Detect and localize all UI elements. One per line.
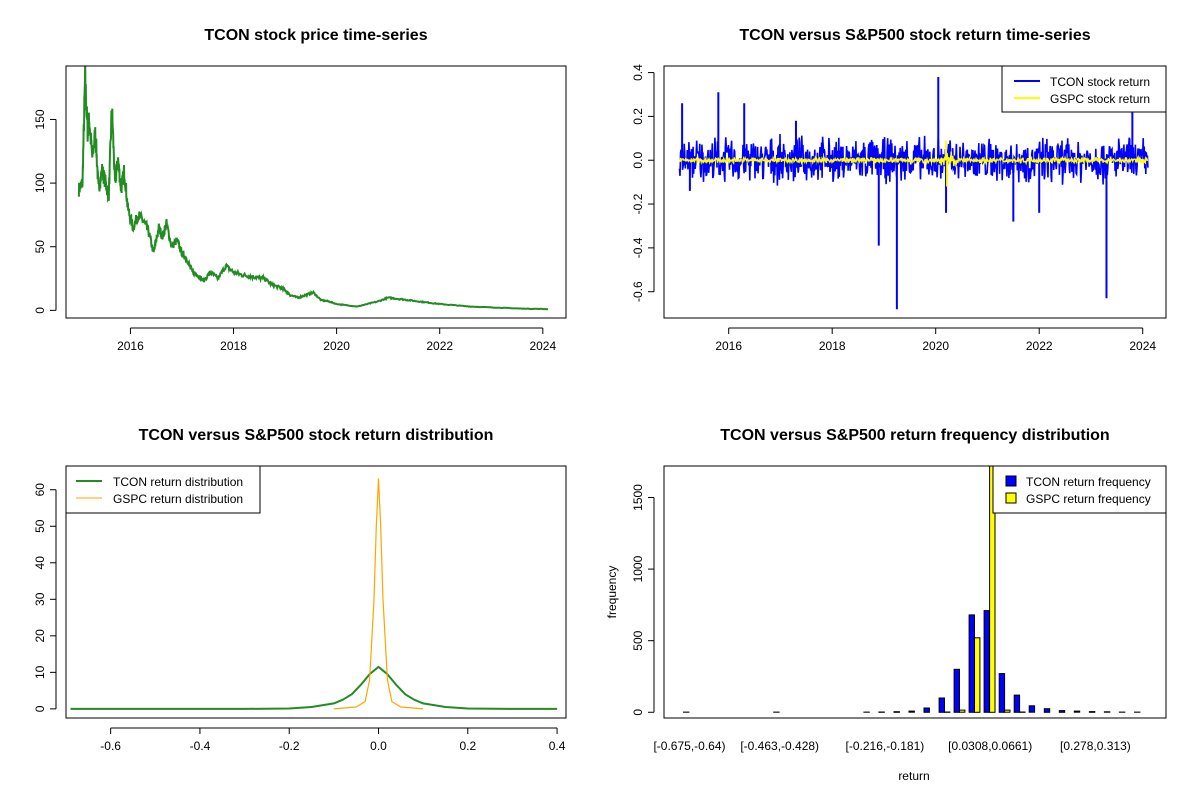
series-line (79, 66, 548, 309)
legend-label: GSPC return frequency (1026, 492, 1151, 506)
x-tick-label: [-0.675,-0.64) (653, 739, 725, 753)
x-tick-label: 2024 (1129, 339, 1156, 353)
y-tick-label: 0 (631, 709, 645, 716)
legend-label: TCON return distribution (113, 475, 243, 489)
histogram-bar (894, 712, 899, 713)
y-tick-label: 40 (33, 556, 47, 570)
histogram-bar (984, 611, 989, 713)
histogram-bar (909, 711, 914, 712)
x-tick-label: [-0.463,-0.428) (740, 739, 819, 753)
histogram-bar (1005, 710, 1010, 712)
x-tick-label: 0.4 (549, 739, 566, 753)
chart-title: TCON stock price time-series (204, 27, 427, 44)
y-tick-label: 20 (33, 629, 47, 643)
x-tick-label: 2022 (1026, 339, 1053, 353)
histogram-bar (939, 698, 944, 712)
x-tick-label: [-0.216,-0.181) (846, 739, 925, 753)
x-tick-label: -0.2 (279, 739, 300, 753)
y-tick-label: 1500 (631, 484, 645, 511)
histogram-bar (1089, 712, 1094, 713)
x-tick-label: 2024 (529, 339, 556, 353)
y-tick-label: 0.2 (631, 108, 645, 125)
y-tick-label: 1000 (631, 555, 645, 582)
y-tick-label: 0 (33, 307, 47, 314)
legend: TCON return frequency GSPC return freque… (993, 466, 1166, 513)
legend: TCON stock return GSPC stock return (1002, 66, 1166, 112)
chart-title: TCON versus S&P500 stock return time-ser… (739, 27, 1090, 44)
x-tick-label: 0.0 (370, 739, 387, 753)
legend-label: GSPC return distribution (113, 492, 243, 506)
y-tick-label: 150 (33, 109, 47, 129)
legend-label: GSPC stock return (1050, 92, 1150, 106)
histogram-bar (924, 708, 929, 712)
histogram-bar (975, 638, 980, 713)
x-tick-label: 0.2 (459, 739, 476, 753)
histogram-bar (999, 674, 1004, 713)
legend-label: TCON return frequency (1026, 475, 1151, 489)
x-tick-label: -0.6 (100, 739, 121, 753)
legend-label: TCON stock return (1050, 75, 1150, 89)
histogram-bar (1059, 711, 1064, 713)
y-tick-label: 50 (33, 240, 47, 254)
y-tick-label: 60 (33, 483, 47, 497)
histogram-bar (969, 615, 974, 712)
y-tick-label: 10 (33, 665, 47, 679)
y-tick-label: -0.2 (631, 193, 645, 214)
x-tick-label: [0.0308,0.0661) (948, 739, 1032, 753)
density-curve (71, 667, 558, 709)
x-tick-label: 2020 (323, 339, 350, 353)
x-tick-label: -0.4 (190, 739, 211, 753)
y-tick-label: 0.4 (631, 64, 645, 81)
panel-return-timeseries: TCON versus S&P500 stock return time-ser… (631, 27, 1166, 353)
histogram-bar (954, 669, 959, 712)
histogram-bar (960, 710, 965, 712)
y-axis-label: frequency (605, 566, 619, 619)
histogram-bar (1029, 706, 1034, 712)
histogram-bar (1044, 709, 1049, 713)
x-tick-label: 2018 (819, 339, 846, 353)
panel-frequency-distribution: TCON versus S&P500 return frequency dist… (605, 427, 1166, 783)
x-tick-label: 2022 (426, 339, 453, 353)
plot-frame (66, 66, 566, 318)
chart-title: TCON versus S&P500 stock return distribu… (139, 427, 494, 444)
y-tick-label: -0.4 (631, 237, 645, 258)
x-tick-label: 2016 (715, 339, 742, 353)
x-tick-label: [0.278,0.313) (1060, 739, 1131, 753)
panel-return-distribution: TCON versus S&P500 stock return distribu… (33, 427, 566, 753)
y-tick-label: 500 (631, 630, 645, 650)
histogram-bar (1014, 695, 1019, 712)
x-tick-label: 2018 (220, 339, 247, 353)
y-tick-label: 100 (33, 173, 47, 193)
panel-price-timeseries: TCON stock price time-series 2016 2018 202… (33, 27, 566, 353)
x-axis-label: return (898, 769, 929, 783)
chart-title: TCON versus S&P500 return frequency dist… (720, 427, 1109, 444)
histogram-bar (1074, 711, 1079, 712)
y-tick-label: 30 (33, 592, 47, 606)
y-tick-label: 0 (33, 705, 47, 712)
legend: TCON return distribution GSPC return dis… (66, 466, 260, 513)
y-tick-label: 0.0 (631, 152, 645, 169)
x-tick-label: 2020 (922, 339, 949, 353)
y-tick-label: -0.6 (631, 281, 645, 302)
x-tick-label: 2016 (117, 339, 144, 353)
y-tick-label: 50 (33, 519, 47, 533)
density-curve (334, 479, 423, 709)
